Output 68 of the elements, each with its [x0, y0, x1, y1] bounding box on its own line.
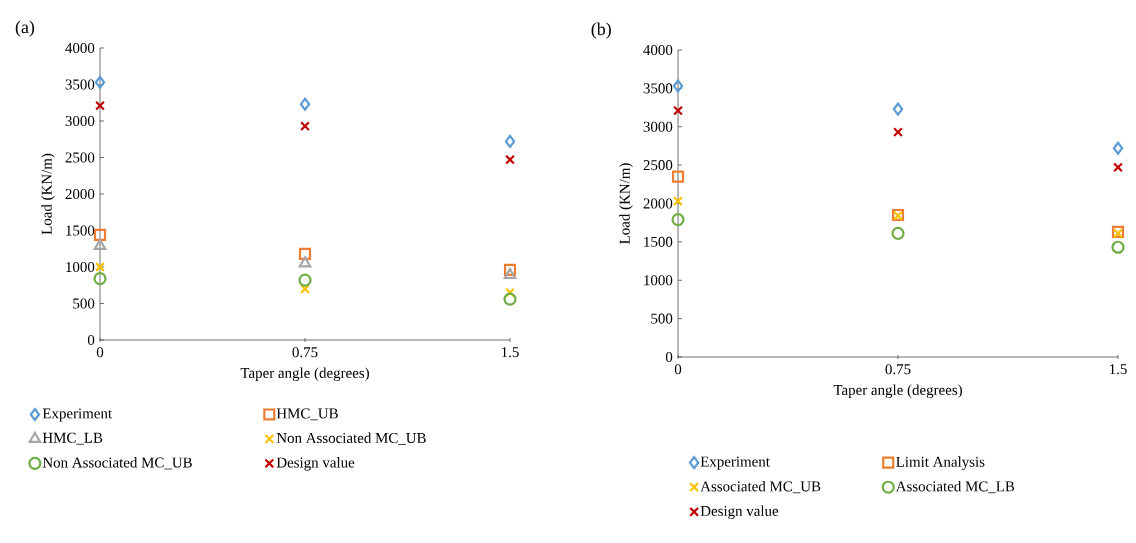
point: [672, 79, 684, 93]
point: [93, 228, 107, 241]
point: [93, 238, 107, 250]
point: [298, 247, 312, 260]
legend-label: Limit Analysis: [896, 456, 985, 470]
point: [673, 105, 683, 116]
y-tick-label: 3500: [643, 83, 673, 94]
legend-label: Design value: [276, 457, 355, 471]
x-axis-title: Taper angle (degrees): [833, 384, 962, 399]
y-tick-label: 3500: [65, 79, 95, 90]
point: [95, 262, 105, 272]
y-tick-label: 4000: [65, 42, 95, 54]
point: [298, 273, 312, 287]
y-tick-label: 2000: [65, 188, 95, 200]
legend-label: Non Associated MC_UB: [276, 432, 426, 445]
point: [93, 272, 107, 286]
x-tick-label: 0: [674, 364, 682, 375]
point: [505, 154, 515, 165]
y-tick-label: 3000: [65, 115, 95, 127]
point: [671, 170, 685, 183]
point: [504, 134, 516, 149]
point: [1112, 141, 1124, 155]
chart-title: (b): [591, 22, 611, 39]
x-tick-label: 0: [96, 347, 104, 358]
legend-label: Non Associated MC_UB: [42, 457, 192, 470]
point: [503, 292, 517, 306]
y-tick-label: 1000: [66, 261, 95, 273]
y-tick-label: 1500: [644, 236, 673, 247]
y-axis-title: Load (KN/m): [41, 153, 55, 235]
x-tick-label: 1.5: [1109, 364, 1127, 375]
x-tick-label: 1.5: [501, 347, 519, 358]
y-tick-label: 2000: [643, 198, 673, 209]
x-tick-label: 0.75: [885, 364, 911, 375]
point: [95, 100, 105, 111]
point: [671, 213, 685, 227]
point: [1113, 162, 1123, 173]
point: [1111, 240, 1125, 254]
legend-label: Experiment: [700, 456, 770, 470]
point: [893, 127, 903, 138]
legend-label: HMC_UB: [276, 408, 338, 421]
point: [94, 75, 106, 89]
y-tick-label: 2500: [65, 152, 95, 163]
y-axis-title: Load (KN/m): [619, 163, 633, 244]
chart-title: (a): [15, 20, 35, 37]
legend-label: Associated MC_LB: [895, 480, 1015, 494]
y-tick-label: 1000: [644, 275, 673, 286]
legend-label: HMC_LB: [42, 432, 103, 445]
y-tick-label: 2500: [643, 160, 673, 171]
point: [505, 287, 515, 298]
point: [503, 263, 517, 276]
y-tick-label: 1500: [66, 225, 95, 236]
y-tick-label: 4000: [643, 44, 673, 56]
point: [298, 256, 312, 268]
point: [300, 121, 310, 132]
point: [891, 226, 905, 240]
y-tick-label: 0: [87, 334, 95, 346]
point: [503, 267, 517, 280]
point: [299, 97, 311, 111]
legend-label: Experiment: [42, 408, 112, 422]
legend-label: Associated MC_UB: [700, 480, 821, 494]
x-axis-title: Taper angle (degrees): [240, 367, 369, 382]
x-tick-label: 0.75: [292, 347, 318, 358]
legend-label: Design value: [700, 505, 779, 520]
y-tick-label: 3000: [643, 121, 673, 132]
y-tick-label: 500: [73, 298, 95, 309]
point: [673, 196, 683, 207]
point: [892, 102, 904, 116]
y-tick-label: 500: [651, 313, 673, 324]
